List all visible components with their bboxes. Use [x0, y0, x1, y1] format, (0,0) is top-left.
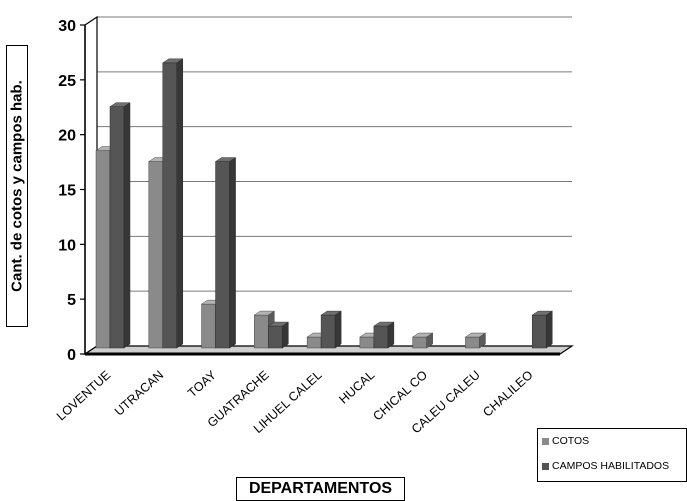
legend-item-campos-habilitados: CAMPOS HABILITADOS	[542, 459, 669, 473]
bar-front	[320, 314, 336, 349]
legend-swatch-campos-habilitados	[542, 462, 549, 470]
y-tick-label: 30	[58, 18, 76, 35]
bar-side	[426, 332, 433, 349]
bar-campos-habilitados-5	[373, 321, 395, 349]
x-tick-label: HUCAL	[336, 368, 377, 407]
y-tick-label: 20	[58, 128, 76, 145]
bar-cotos-7	[464, 332, 487, 349]
side-wall	[84, 15, 98, 356]
x-tick-label: CHALILEO	[480, 368, 536, 420]
bar-cotos-6	[411, 332, 434, 349]
bar-side	[123, 102, 131, 349]
bar-side	[229, 157, 236, 349]
x-tick-label: TOAY	[185, 367, 219, 400]
bar-front	[254, 314, 269, 349]
bar-campos-habilitados-3	[267, 321, 290, 349]
bar-campos-habilitados-0	[109, 102, 131, 349]
bar-front	[95, 150, 111, 349]
bar-front	[359, 336, 375, 349]
bar-front	[215, 161, 230, 349]
bars	[95, 58, 554, 349]
legend-item-cotos: COTOS	[542, 434, 589, 448]
bar-side	[545, 310, 553, 349]
bar-campos-habilitados-4	[320, 310, 342, 349]
legend-label-campos-habilitados: CAMPOS HABILITADOS	[552, 460, 670, 472]
bar-front	[373, 325, 389, 349]
bar-campos-habilitados-8	[531, 310, 554, 349]
y-tick-label: 5	[67, 292, 76, 309]
bar-front	[306, 336, 322, 349]
y-axis-title-box: Cant. de cotos y campos hab.	[6, 45, 28, 327]
x-tick-label: LOVENTUE	[54, 368, 113, 423]
bar-side	[176, 58, 184, 349]
y-tick-labels: 0 5 10 15 20 25 30	[58, 18, 76, 364]
legend-label-cotos: COTOS	[552, 435, 590, 447]
bar-front	[109, 106, 125, 349]
bar-side	[334, 310, 342, 349]
y-tick-label: 15	[58, 183, 76, 200]
y-tick-label: 0	[67, 347, 76, 364]
bar-side	[282, 321, 289, 349]
x-tick-label: UTRACAN	[112, 368, 166, 419]
bar-side	[479, 332, 486, 349]
bar-front	[148, 161, 164, 349]
legend-swatch-cotos	[542, 437, 549, 445]
bar-front	[162, 62, 178, 349]
y-axis-title: Cant. de cotos y campos hab.	[8, 80, 26, 292]
bar-front	[412, 336, 427, 349]
bar-campos-habilitados-2	[214, 157, 237, 349]
bar-front	[268, 325, 283, 349]
bar-side	[387, 321, 395, 349]
x-axis-title: DEPARTAMENTOS	[236, 477, 405, 501]
bar-campos-habilitados-1	[161, 58, 184, 349]
bar-front	[201, 303, 216, 349]
legend: COTOS CAMPOS HABILITADOS	[537, 428, 687, 482]
y-tick-label: 10	[58, 237, 76, 254]
bar-front	[531, 314, 547, 349]
y-tick-label: 25	[58, 73, 76, 90]
bar-front	[465, 336, 480, 349]
